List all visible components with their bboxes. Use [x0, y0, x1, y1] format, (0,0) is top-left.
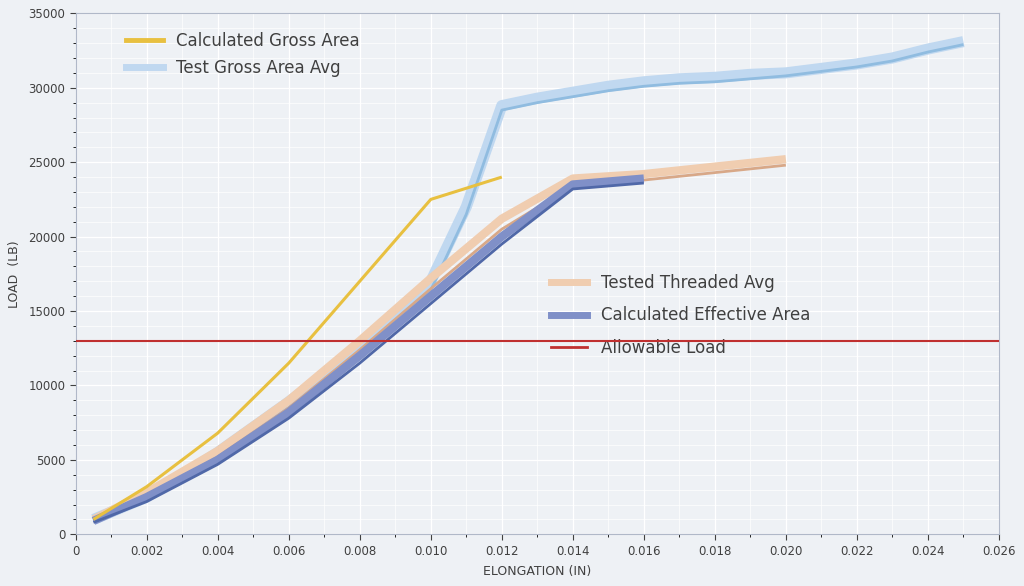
Legend: Tested Threaded Avg, Calculated Effective Area, Allowable Load: Tested Threaded Avg, Calculated Effectiv… — [546, 270, 815, 362]
Y-axis label: LOAD  (LB): LOAD (LB) — [8, 240, 22, 308]
X-axis label: ELONGATION (IN): ELONGATION (IN) — [483, 565, 592, 578]
